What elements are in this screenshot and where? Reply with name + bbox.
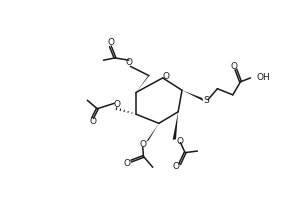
Text: O: O [172,162,179,171]
Text: O: O [90,117,97,126]
Text: O: O [114,100,121,109]
Polygon shape [136,75,150,93]
Text: O: O [125,58,132,67]
Polygon shape [182,90,204,101]
Text: O: O [108,38,115,47]
Text: OH: OH [257,73,270,82]
Text: S: S [204,96,209,105]
Text: O: O [176,137,183,145]
Polygon shape [146,123,159,142]
Text: O: O [230,62,237,71]
Text: O: O [162,72,169,81]
Polygon shape [173,112,178,140]
Text: O: O [124,159,131,168]
Text: O: O [139,140,146,149]
